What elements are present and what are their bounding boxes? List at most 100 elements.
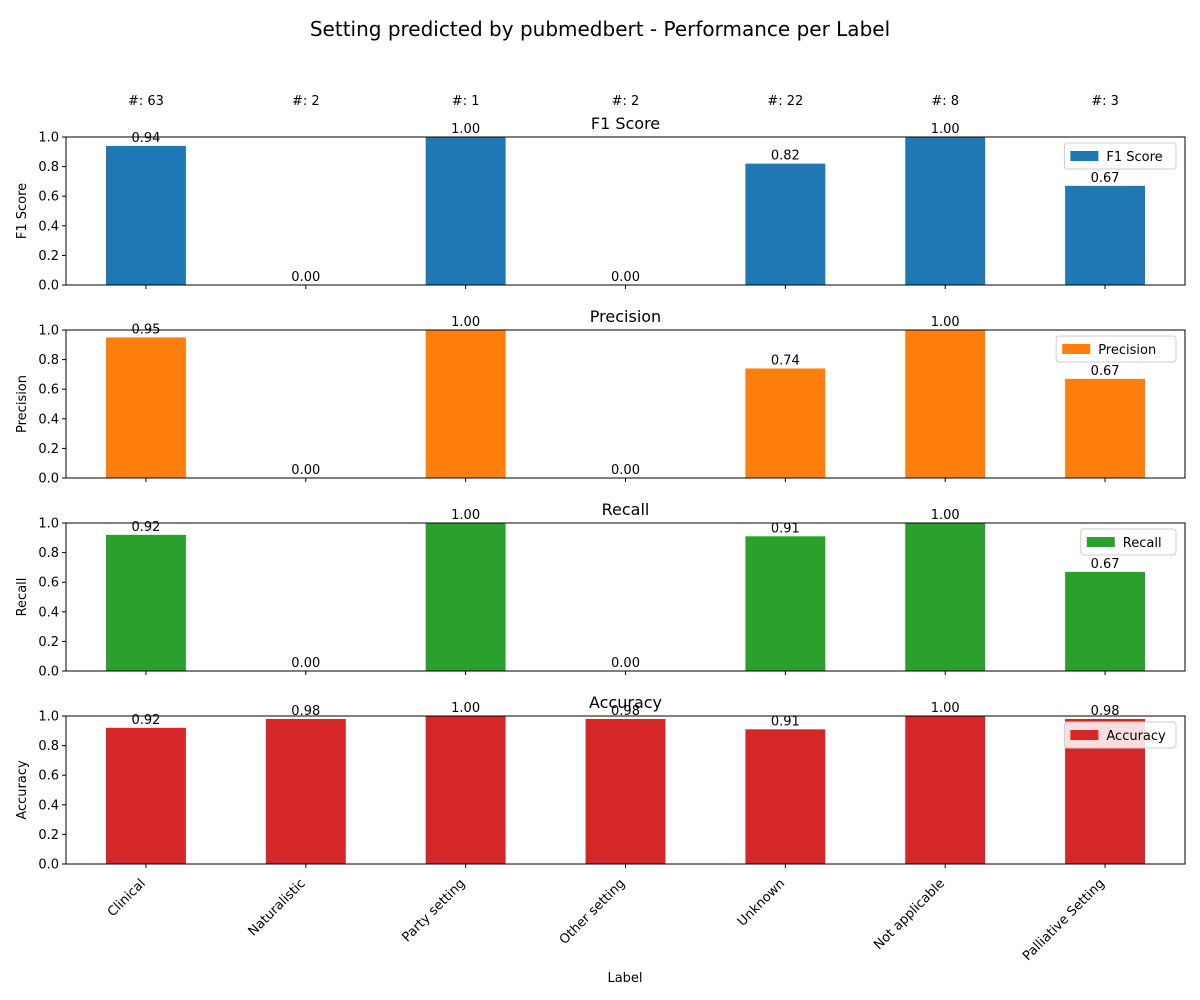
y-axis-label: F1 Score bbox=[15, 183, 30, 239]
legend: Precision bbox=[1055, 335, 1177, 363]
bar-value-label: 0.00 bbox=[611, 270, 640, 285]
bar bbox=[905, 330, 986, 478]
support-count-label: #: 2 bbox=[612, 94, 640, 109]
bar bbox=[585, 718, 666, 864]
y-tick-label: 0.0 bbox=[38, 858, 59, 873]
x-axis-label: Label bbox=[607, 971, 642, 986]
support-count-row: #: 63 #: 2 #: 1 #: 2 #: 22 #: 8 #: 3 bbox=[128, 94, 1119, 109]
bar-value-label: 0.98 bbox=[1091, 704, 1120, 719]
legend-swatch bbox=[1070, 151, 1099, 161]
panel-recall: 0.0 0.2 0.4 0.6 0.8 1.0 Recall Recall 0.92 0.00 1.… bbox=[15, 500, 1186, 680]
y-tick-label: 0.8 bbox=[38, 739, 59, 754]
bar-value-label: 0.00 bbox=[291, 656, 320, 671]
panel-title: Recall bbox=[602, 500, 650, 519]
y-tick-label: 0.8 bbox=[38, 546, 59, 561]
y-tick-label: 0.4 bbox=[38, 412, 59, 427]
axes-frame bbox=[65, 329, 1186, 479]
panel-precision: 0.0 0.2 0.4 0.6 0.8 1.0 Precision Precision 0.95… bbox=[15, 307, 1186, 487]
x-tick-label: Other setting bbox=[557, 876, 629, 948]
bar bbox=[905, 137, 986, 285]
y-tick-label: 0.8 bbox=[38, 353, 59, 368]
bar-value-label: 1.00 bbox=[931, 508, 960, 523]
bar bbox=[905, 523, 986, 671]
axes-frame bbox=[65, 136, 1186, 286]
y-axis-label: Precision bbox=[15, 375, 30, 433]
support-count-label: #: 3 bbox=[1091, 94, 1119, 109]
bar-value-label: 0.74 bbox=[771, 353, 800, 368]
x-tick-label: Naturalistic bbox=[246, 876, 309, 939]
bar-value-label: 0.91 bbox=[771, 521, 800, 536]
legend-swatch bbox=[1062, 344, 1091, 354]
y-tick-label: 0.2 bbox=[38, 828, 59, 843]
bar bbox=[745, 729, 826, 864]
panel-accuracy: 0.0 0.2 0.4 0.6 0.8 1.0 Accuracy Accuracy 0.92 0.… bbox=[15, 693, 1186, 873]
y-tick-label: 0.2 bbox=[38, 635, 59, 650]
bar-value-label: 0.91 bbox=[771, 714, 800, 729]
axes-frame bbox=[65, 522, 1186, 672]
legend-label: Precision bbox=[1098, 343, 1156, 358]
legend-box bbox=[1063, 142, 1177, 170]
bar bbox=[905, 716, 986, 864]
y-axis-label: Recall bbox=[15, 578, 30, 617]
x-tick-label: Palliative Setting bbox=[1020, 876, 1108, 964]
bar-value-label: 0.98 bbox=[291, 704, 320, 719]
y-tick-label: 1.0 bbox=[38, 324, 59, 339]
bar-value-label: 0.94 bbox=[131, 131, 160, 146]
y-tick-label: 0.0 bbox=[38, 279, 59, 294]
y-tick-label: 0.6 bbox=[38, 769, 59, 784]
bar bbox=[1065, 378, 1146, 478]
bar bbox=[745, 536, 826, 671]
bar-value-label: 0.82 bbox=[771, 149, 800, 164]
bar-value-label: 1.00 bbox=[931, 315, 960, 330]
y-tick-label: 0.2 bbox=[38, 249, 59, 264]
y-tick-label: 0.6 bbox=[38, 576, 59, 591]
y-tick-label: 1.0 bbox=[38, 517, 59, 532]
bar-value-label: 0.98 bbox=[611, 704, 640, 719]
bar bbox=[1065, 185, 1146, 285]
bar bbox=[745, 368, 826, 478]
y-axis-label: Accuracy bbox=[15, 760, 30, 820]
legend: Recall bbox=[1080, 528, 1177, 556]
bar-value-label: 1.00 bbox=[451, 122, 480, 137]
support-count-label: #: 63 bbox=[128, 94, 164, 109]
legend-box bbox=[1080, 528, 1177, 556]
legend: Accuracy bbox=[1063, 721, 1177, 749]
y-tick-label: 1.0 bbox=[38, 131, 59, 146]
bar bbox=[425, 523, 506, 671]
bar bbox=[105, 534, 186, 671]
x-tick-labels: Clinical Naturalistic Party setting Other s… bbox=[105, 876, 1108, 964]
panel-f1-score: 0.0 0.2 0.4 0.6 0.8 1.0 F1 Score F1 Score 0.94 0.… bbox=[15, 114, 1186, 294]
y-tick-label: 0.0 bbox=[38, 472, 59, 487]
y-tick-label: 0.4 bbox=[38, 219, 59, 234]
bar-value-label: 0.67 bbox=[1091, 171, 1120, 186]
y-tick-label: 0.6 bbox=[38, 383, 59, 398]
support-count-label: #: 1 bbox=[452, 94, 480, 109]
bar bbox=[105, 145, 186, 285]
y-tick-label: 0.8 bbox=[38, 160, 59, 175]
support-count-label: #: 22 bbox=[767, 94, 803, 109]
bar bbox=[1065, 571, 1146, 671]
support-count-label: #: 8 bbox=[931, 94, 959, 109]
legend-box bbox=[1063, 721, 1177, 749]
y-tick-label: 0.6 bbox=[38, 190, 59, 205]
legend-label: Recall bbox=[1123, 536, 1162, 551]
bar-value-label: 0.00 bbox=[611, 463, 640, 478]
legend-swatch bbox=[1070, 730, 1099, 740]
bar-value-label: 0.67 bbox=[1091, 364, 1120, 379]
bar-value-label: 0.67 bbox=[1091, 557, 1120, 572]
panel-title: Precision bbox=[590, 307, 661, 326]
bar bbox=[265, 718, 346, 864]
bar-value-label: 0.92 bbox=[131, 520, 160, 535]
bar-value-label: 1.00 bbox=[451, 508, 480, 523]
bar-value-label: 1.00 bbox=[451, 315, 480, 330]
x-tick-label: Not applicable bbox=[871, 876, 948, 953]
bar bbox=[425, 716, 506, 864]
y-tick-label: 0.0 bbox=[38, 665, 59, 680]
y-tick-label: 1.0 bbox=[38, 710, 59, 725]
bar-value-label: 0.00 bbox=[611, 656, 640, 671]
x-tick-label: Clinical bbox=[105, 876, 149, 920]
legend-box bbox=[1055, 335, 1177, 363]
bar-value-label: 0.92 bbox=[131, 713, 160, 728]
x-tick-label: Unknown bbox=[735, 876, 788, 929]
bar bbox=[745, 163, 826, 285]
